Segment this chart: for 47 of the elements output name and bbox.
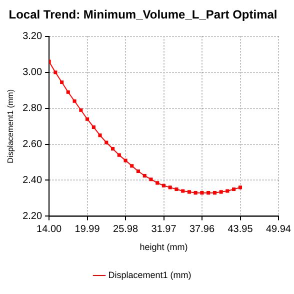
point [117, 153, 121, 157]
x-tick-label: 43.95 [228, 224, 254, 235]
point [174, 187, 178, 192]
point [156, 181, 160, 185]
point [187, 190, 192, 194]
y-tick-label: 3.00 [22, 67, 42, 78]
point [232, 187, 236, 192]
point [86, 117, 90, 121]
point [111, 147, 115, 151]
x-tick-label: 19.99 [74, 224, 100, 235]
x-tick-label: 37.96 [189, 224, 215, 235]
point [60, 80, 64, 84]
point [66, 90, 70, 94]
point [130, 164, 134, 168]
point [226, 189, 230, 193]
x-tick-label: 31.97 [151, 224, 177, 235]
x-tick-label: 49.94 [266, 224, 292, 235]
point [124, 158, 128, 162]
y-tick-label: 3.20 [22, 31, 42, 42]
point [219, 190, 223, 194]
point [212, 191, 216, 195]
point [104, 140, 108, 144]
point [92, 125, 96, 129]
legend-label: Displacement1 (mm) [108, 270, 192, 280]
x-tick-label: 14.00 [36, 224, 62, 235]
point [238, 186, 242, 190]
point [200, 191, 204, 195]
point [136, 169, 140, 174]
y-tick-label: 2.60 [22, 139, 42, 150]
point [206, 191, 210, 195]
x-axis-title: height (mm) [140, 242, 188, 252]
y-tick-label: 2.40 [22, 174, 42, 186]
point [168, 186, 172, 190]
point [98, 134, 102, 138]
point [181, 189, 185, 193]
point [142, 174, 146, 178]
point [149, 178, 153, 182]
y-tick-label: 2.20 [22, 210, 42, 222]
point [72, 99, 76, 103]
x-tick-label: 25.98 [113, 224, 138, 235]
point [194, 191, 198, 195]
y-axis-title: Displacement1 (mm) [6, 89, 16, 164]
chart-title: Local Trend: Minimum_Volume_L_Part Optimal [8, 8, 278, 22]
point [162, 184, 166, 188]
point [54, 70, 58, 74]
point [79, 108, 83, 112]
y-tick-label: 2.80 [22, 103, 42, 114]
